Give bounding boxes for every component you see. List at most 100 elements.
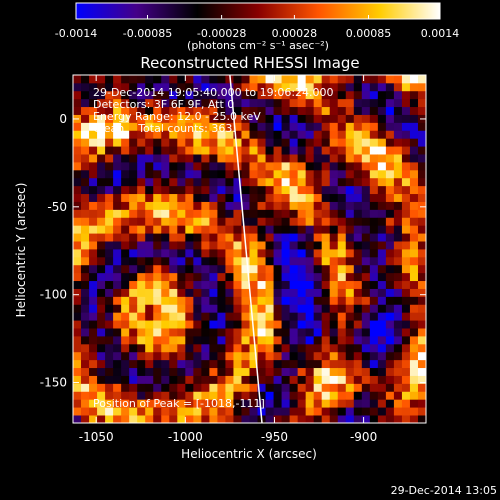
intensity-cell — [409, 312, 419, 321]
intensity-cell — [129, 296, 138, 305]
intensity-cell — [153, 375, 162, 384]
intensity-cell — [321, 217, 331, 226]
intensity-cell — [217, 233, 226, 242]
intensity-cell — [225, 359, 234, 369]
intensity-cell — [401, 241, 411, 250]
intensity-cell — [313, 336, 323, 345]
intensity-cell — [233, 288, 242, 297]
y-tick-label: -50 — [47, 200, 67, 214]
intensity-cell — [241, 114, 250, 123]
intensity-cell — [273, 114, 282, 123]
intensity-cell — [265, 407, 274, 416]
intensity-cell — [337, 367, 347, 376]
intensity-cell — [377, 130, 387, 139]
intensity-cell — [177, 272, 186, 282]
intensity-cell — [209, 130, 218, 139]
intensity-cell — [233, 201, 242, 210]
intensity-cell — [321, 320, 331, 329]
intensity-cell — [417, 407, 426, 416]
intensity-cell — [353, 272, 363, 282]
intensity-cell — [249, 98, 258, 108]
intensity-cell — [81, 130, 90, 139]
intensity-cell — [313, 383, 323, 392]
intensity-cell — [321, 154, 331, 163]
intensity-cell — [305, 90, 315, 100]
intensity-cell — [385, 193, 395, 202]
intensity-cell — [273, 154, 282, 163]
intensity-cell — [329, 359, 339, 369]
intensity-cell — [337, 320, 347, 329]
intensity-cell — [169, 114, 178, 123]
intensity-cell — [377, 233, 387, 242]
intensity-cell — [273, 193, 282, 202]
intensity-cell — [249, 264, 258, 274]
intensity-cell — [337, 106, 347, 115]
intensity-cell — [185, 209, 194, 218]
intensity-cell — [137, 415, 146, 423]
intensity-cell — [297, 280, 307, 289]
intensity-cell — [81, 280, 90, 289]
intensity-cell — [105, 415, 114, 423]
intensity-cell — [385, 249, 395, 258]
intensity-cell — [417, 185, 426, 195]
intensity-cell — [281, 138, 291, 147]
intensity-cell — [393, 249, 403, 258]
intensity-cell — [417, 351, 426, 361]
intensity-cell — [249, 209, 258, 218]
intensity-cell — [169, 312, 178, 321]
intensity-cell — [161, 312, 170, 321]
intensity-cell — [209, 98, 218, 108]
intensity-cell — [409, 383, 419, 392]
intensity-cell — [337, 312, 347, 321]
intensity-cell — [89, 201, 98, 210]
intensity-cell — [297, 407, 307, 416]
intensity-cell — [129, 375, 138, 384]
intensity-cell — [305, 336, 315, 345]
intensity-cell — [249, 391, 258, 400]
intensity-cell — [329, 320, 339, 329]
intensity-cell — [313, 351, 323, 361]
intensity-cell — [217, 106, 226, 115]
intensity-cell — [193, 241, 202, 250]
intensity-cell — [361, 138, 371, 147]
intensity-cell — [105, 343, 114, 353]
intensity-cell — [321, 351, 331, 361]
intensity-cell — [337, 359, 347, 369]
intensity-cell — [201, 138, 210, 147]
intensity-cell — [353, 375, 363, 384]
intensity-cell — [193, 146, 202, 155]
intensity-cell — [217, 185, 226, 195]
intensity-cell — [297, 90, 307, 100]
intensity-cell — [313, 162, 323, 171]
intensity-cell — [185, 185, 194, 195]
intensity-cell — [345, 146, 355, 155]
intensity-cell — [249, 90, 258, 100]
intensity-cell — [249, 312, 258, 321]
intensity-cell — [361, 312, 371, 321]
intensity-cell — [321, 138, 331, 147]
intensity-cell — [313, 75, 323, 84]
intensity-cell — [177, 130, 186, 139]
intensity-cell — [241, 359, 250, 369]
intensity-cell — [409, 193, 419, 202]
intensity-cell — [401, 351, 411, 361]
intensity-cell — [353, 264, 363, 274]
intensity-cell — [417, 264, 426, 274]
intensity-cell — [137, 288, 146, 297]
intensity-cell — [321, 415, 331, 423]
intensity-cell — [169, 82, 178, 92]
intensity-cell — [289, 90, 299, 100]
intensity-cell — [137, 114, 146, 123]
intensity-cell — [393, 343, 403, 353]
intensity-cell — [401, 130, 411, 139]
intensity-cell — [233, 193, 242, 202]
intensity-cell — [81, 328, 90, 337]
intensity-cell — [241, 367, 250, 376]
intensity-cell — [193, 296, 202, 305]
intensity-cell — [289, 75, 299, 84]
intensity-cell — [289, 233, 299, 242]
intensity-cell — [185, 162, 194, 171]
intensity-cell — [145, 391, 154, 400]
intensity-cell — [153, 177, 162, 187]
intensity-cell — [145, 280, 154, 289]
